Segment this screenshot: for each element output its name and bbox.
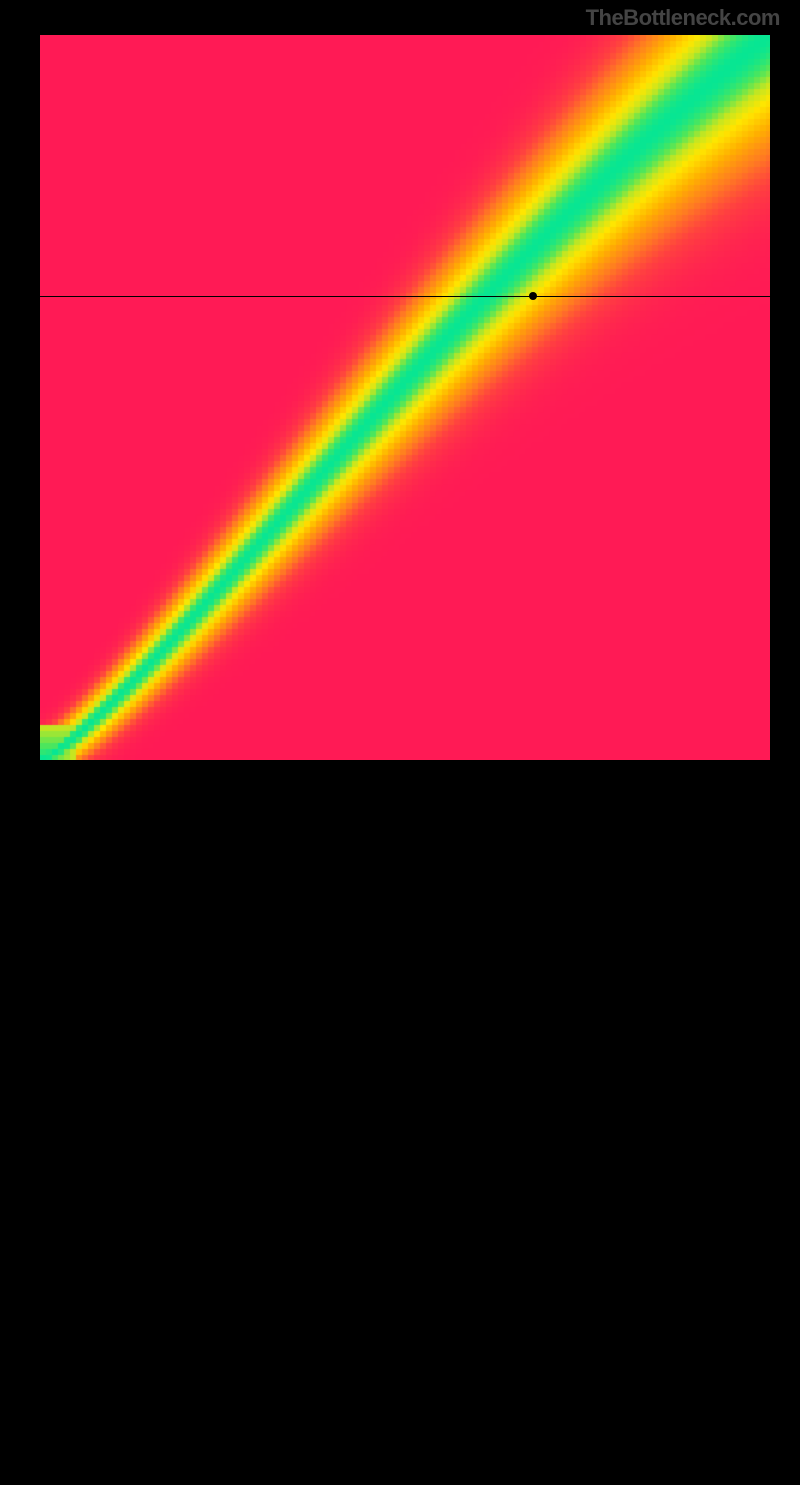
crosshair-marker <box>529 292 537 300</box>
watermark-text: TheBottleneck.com <box>586 5 780 31</box>
heatmap-plot <box>40 35 770 760</box>
heatmap-canvas <box>40 35 770 760</box>
crosshair-vertical <box>533 760 534 1485</box>
crosshair-horizontal <box>40 296 770 297</box>
